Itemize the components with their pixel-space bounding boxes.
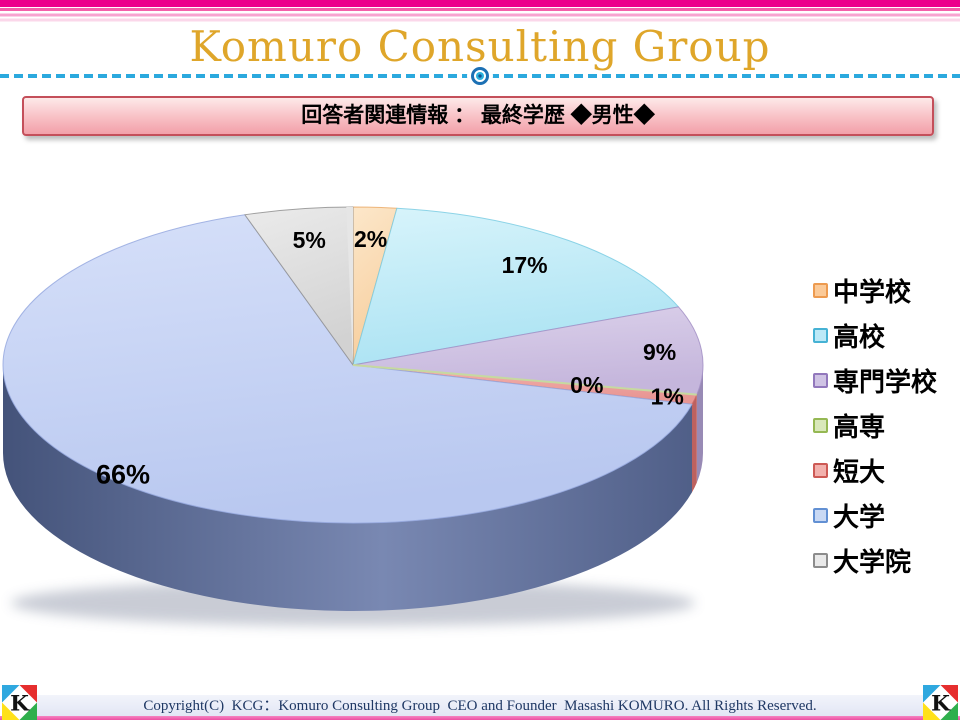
pie-slice-label: 2% <box>354 226 387 252</box>
pie-slice-label: 9% <box>643 339 676 365</box>
legend-label: 専門学校 <box>833 367 938 397</box>
kcg-logo: K <box>923 685 958 720</box>
kcg-logo: K <box>2 685 37 720</box>
chart-legend: 中学校 高校 専門学校 高専 短大 大学 大学院 <box>813 268 937 583</box>
slide-title-text: 回答者関連情報 ： 最終学歴 ◆男性◆ <box>301 104 655 127</box>
legend-item: 中学校 <box>813 268 937 313</box>
legend-marker <box>813 553 828 568</box>
pie-slice-label: 5% <box>293 227 326 253</box>
pie-slice-label: 66% <box>96 460 150 490</box>
brand-title: Komuro Consulting Group <box>189 22 771 71</box>
pie-slice-label: 1% <box>651 384 684 410</box>
legend-item: 高専 <box>813 403 937 448</box>
legend-item: 専門学校 <box>813 358 937 403</box>
logo-letter: K <box>931 692 951 717</box>
top-stripe-decoration <box>0 0 960 22</box>
bottom-stripe-decoration <box>0 716 960 720</box>
pie-slice-label: 0% <box>570 372 603 398</box>
legend-marker <box>813 418 828 433</box>
legend-label: 短大 <box>833 457 886 487</box>
legend-label: 高専 <box>833 412 886 442</box>
legend-marker <box>813 328 828 343</box>
legend-item: 大学院 <box>813 538 937 583</box>
legend-label: 高校 <box>833 322 886 352</box>
legend-marker <box>813 373 828 388</box>
legend-marker <box>813 508 828 523</box>
legend-label: 中学校 <box>833 277 912 307</box>
logo-letter: K <box>10 692 30 717</box>
pie-slice-label: 17% <box>502 252 548 278</box>
footer-bar: Copyright(C) KCG：Komuro Consulting Group… <box>37 695 923 718</box>
slide-title-bar: 回答者関連情報 ： 最終学歴 ◆男性◆ <box>22 96 934 136</box>
legend-label: 大学院 <box>833 547 912 577</box>
copyright-text: Copyright(C) KCG：Komuro Consulting Group… <box>143 698 817 714</box>
legend-marker <box>813 283 828 298</box>
legend-item: 短大 <box>813 448 937 493</box>
bullseye-icon <box>471 67 489 85</box>
legend-marker <box>813 463 828 478</box>
legend-item: 大学 <box>813 493 937 538</box>
legend-item: 高校 <box>813 313 937 358</box>
legend-label: 大学 <box>833 502 886 532</box>
